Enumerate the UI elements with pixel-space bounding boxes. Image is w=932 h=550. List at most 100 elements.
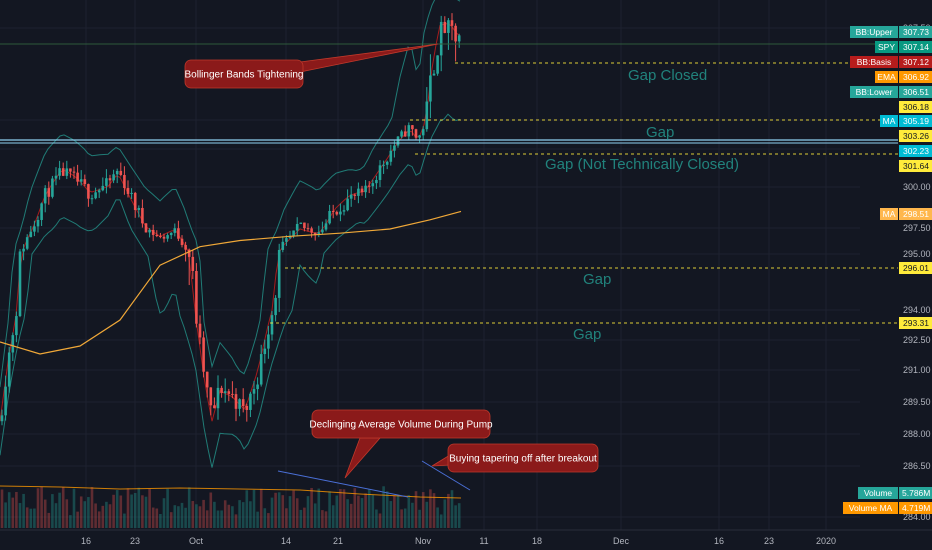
candle-body — [331, 210, 335, 212]
badge-label-bg — [850, 26, 898, 38]
gap-annotation: Gap — [583, 271, 611, 288]
volume-bar — [317, 488, 321, 528]
candle-body — [15, 316, 18, 336]
x-tick-label: Dec — [613, 536, 630, 546]
candle-body — [144, 223, 148, 233]
candle-body — [126, 187, 130, 194]
candle-body — [7, 352, 11, 387]
candle-body — [457, 35, 461, 42]
candle-body — [263, 348, 267, 355]
candle-body — [418, 135, 421, 138]
candle-body — [306, 228, 310, 230]
volume-bar — [418, 509, 421, 528]
volume-bar — [403, 508, 407, 528]
volume-bar — [425, 501, 429, 528]
callout-box — [447, 443, 599, 473]
buying-trend-line — [421, 460, 471, 491]
candle-body — [141, 207, 144, 224]
candle-body — [270, 315, 274, 335]
volume-badge-label: Volume MA — [849, 503, 893, 513]
badge-value-bg — [899, 101, 932, 113]
candle-body — [216, 387, 220, 409]
callout-label: Bollinger Bands Tightening — [185, 70, 304, 81]
candle-body — [292, 230, 295, 237]
volume-bar — [126, 488, 130, 528]
candle-body — [234, 394, 238, 409]
volume-bar — [457, 503, 461, 528]
x-tick-label: 2020 — [816, 536, 836, 546]
y-tick-label: 295.00 — [903, 249, 931, 259]
volume-bar — [227, 504, 231, 528]
candle-body — [180, 238, 184, 246]
volume-bar — [105, 501, 108, 528]
candle-body — [137, 207, 141, 210]
candle-body — [184, 245, 187, 250]
gap-annotation: Gap — [646, 124, 674, 141]
volume-bar — [414, 491, 418, 528]
candle-body — [87, 184, 90, 199]
candle-body — [223, 391, 227, 394]
candle-body — [328, 210, 331, 224]
candle-body — [414, 129, 418, 138]
volume-bar — [238, 500, 241, 528]
volume-bar — [306, 496, 310, 528]
volume-bar — [331, 505, 335, 528]
volume-bar — [65, 499, 69, 528]
volume-bar — [342, 489, 346, 528]
volume-bar — [148, 489, 151, 528]
volume-bar — [382, 486, 385, 528]
candle-body — [159, 236, 162, 238]
y-tick-label: 284.00 — [903, 512, 931, 522]
volume-bar — [25, 507, 29, 528]
volume-badge-label: Volume — [864, 488, 893, 498]
candle-body — [259, 354, 263, 385]
bb-lower-line — [0, 113, 461, 468]
gap-annotation: Gap (Not Technically Closed) — [545, 156, 739, 173]
volume-bar — [7, 492, 11, 528]
x-tick-label: Oct — [189, 536, 204, 546]
badge-label: EMA — [877, 72, 896, 82]
volume-bar — [51, 494, 54, 528]
volume-bar — [79, 496, 83, 528]
volume-bar — [378, 513, 382, 528]
volume-bar — [0, 489, 4, 528]
volume-bar — [295, 498, 299, 528]
volume-bar — [130, 494, 133, 528]
volume-bar — [137, 487, 141, 528]
volume-bar — [252, 489, 256, 528]
candle-body — [29, 231, 33, 238]
candle-body — [357, 188, 360, 196]
volume-bar — [299, 509, 303, 528]
volume-bar — [436, 507, 439, 528]
volume-bar — [400, 509, 403, 528]
candle-body — [61, 168, 65, 176]
badge-label-bg — [875, 41, 898, 53]
volume-badge-value-bg — [899, 502, 932, 514]
volume-bar — [328, 491, 331, 528]
x-tick-label: Nov — [415, 536, 432, 546]
candle-body — [205, 371, 209, 388]
candle-body — [112, 174, 115, 181]
volume-bar — [303, 507, 306, 528]
candle-body — [274, 297, 277, 316]
candle-body — [213, 405, 216, 409]
volume-bar — [87, 497, 90, 528]
badge-label: BB:Basis — [857, 57, 892, 67]
volume-bar — [209, 492, 213, 528]
volume-badge-value: 5.786M — [902, 488, 930, 498]
volume-bars — [0, 460, 471, 528]
volume-bar — [33, 508, 36, 528]
y-tick-label: 294.00 — [903, 305, 931, 315]
volume-bar — [389, 501, 393, 528]
candle-body — [252, 389, 256, 394]
x-tick-label: 23 — [130, 536, 140, 546]
volume-bar — [321, 510, 324, 528]
candle-body — [299, 222, 303, 224]
volume-bar — [198, 506, 202, 528]
volume-badge-label-bg — [843, 502, 898, 514]
candle-body — [43, 188, 47, 204]
volume-bar — [385, 491, 389, 528]
candle-body — [101, 185, 105, 191]
candle-body — [202, 337, 205, 372]
